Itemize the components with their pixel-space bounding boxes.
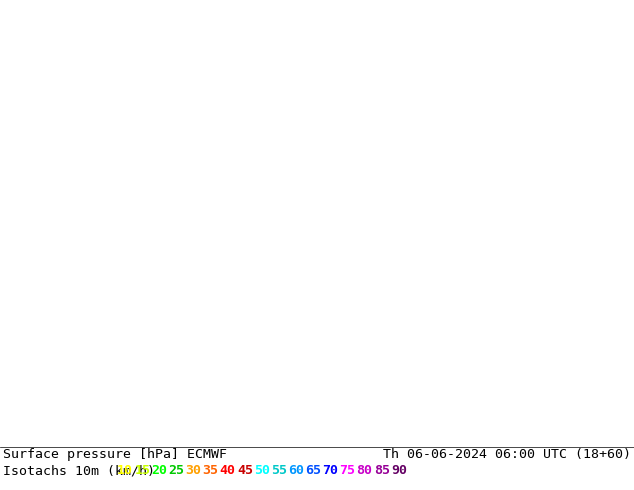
Text: Isotachs 10m (km/h): Isotachs 10m (km/h)	[3, 464, 163, 477]
Text: 75: 75	[339, 464, 356, 477]
Text: 25: 25	[169, 464, 184, 477]
Text: Th 06-06-2024 06:00 UTC (18+60): Th 06-06-2024 06:00 UTC (18+60)	[383, 448, 631, 461]
Text: Surface pressure [hPa] ECMWF: Surface pressure [hPa] ECMWF	[3, 448, 227, 461]
Text: 70: 70	[322, 464, 339, 477]
Text: 15: 15	[134, 464, 150, 477]
Text: 60: 60	[288, 464, 304, 477]
Text: 55: 55	[271, 464, 287, 477]
Text: 40: 40	[220, 464, 236, 477]
Text: 35: 35	[203, 464, 219, 477]
Text: 45: 45	[237, 464, 253, 477]
Text: 80: 80	[356, 464, 373, 477]
Text: 65: 65	[305, 464, 321, 477]
Text: 30: 30	[186, 464, 202, 477]
Text: 20: 20	[152, 464, 167, 477]
Text: 90: 90	[391, 464, 407, 477]
Text: 85: 85	[373, 464, 390, 477]
Text: 10: 10	[117, 464, 133, 477]
Text: 50: 50	[254, 464, 270, 477]
